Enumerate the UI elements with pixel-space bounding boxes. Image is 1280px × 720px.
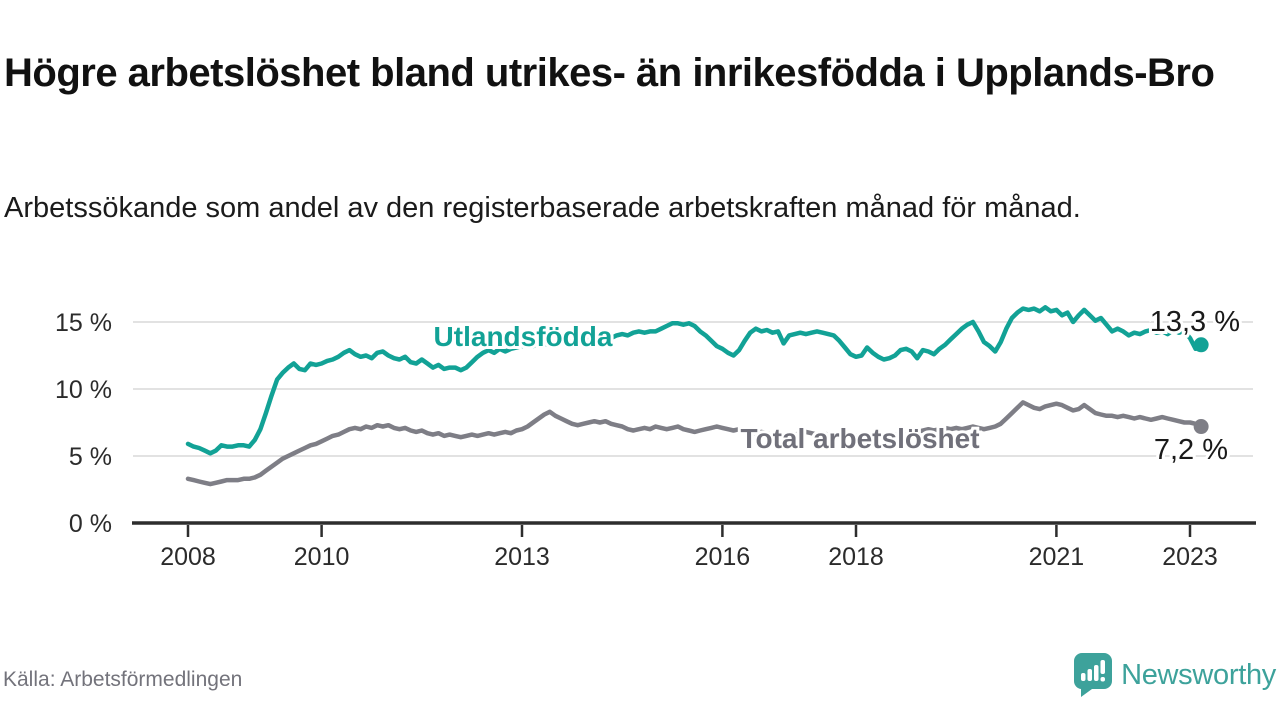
unemployment-line-chart: 0 % 5 % 10 % 15 % 2008 2010 2013 2016 2018 2021 20… <box>55 303 1256 571</box>
end-value-label-total-arbetsl-shet: 7,2 % <box>1154 434 1228 466</box>
series-label-total-arbetsl-shet: Total arbetslöshet <box>740 423 979 454</box>
x-tick-label-2016: 2016 <box>695 543 751 571</box>
y-tick-label-5: 5 % <box>69 443 112 471</box>
source-note: Källa: Arbetsförmedlingen <box>3 668 243 691</box>
end-value-label-utlandsf-dda: 13,3 % <box>1150 306 1240 338</box>
y-tick-label-0: 0 % <box>69 510 112 538</box>
series-line-utlandsf-dda <box>185 305 1204 456</box>
x-tick-label-2008: 2008 <box>160 543 216 571</box>
x-tick-label-2021: 2021 <box>1029 543 1085 571</box>
series-end-dot-total-arbetsl-shet <box>1193 419 1209 435</box>
x-tick-label-2013: 2013 <box>494 543 550 571</box>
series-end-dot-utlandsf-dda <box>1193 337 1209 353</box>
x-tick-label-2023: 2023 <box>1162 543 1218 571</box>
x-tick-label-2010: 2010 <box>294 543 350 571</box>
brand-logo: Newsworthy <box>1073 650 1276 700</box>
bar-chart-speech-bubble-icon <box>1074 653 1113 697</box>
series-label-utlandsf-dda: Utlandsfödda <box>434 321 613 352</box>
y-tick-label-15: 15 % <box>55 309 112 337</box>
x-tick-label-2018: 2018 <box>828 543 884 571</box>
page-subtitle: Arbetssökande som andel av den registerb… <box>4 192 1081 224</box>
series-line-total-arbetsl-shet <box>185 400 1204 487</box>
brand-name: Newsworthy <box>1121 658 1276 691</box>
page-title: Högre arbetslöshet bland utrikes- än inr… <box>4 50 1215 95</box>
y-tick-label-10: 10 % <box>55 376 112 404</box>
